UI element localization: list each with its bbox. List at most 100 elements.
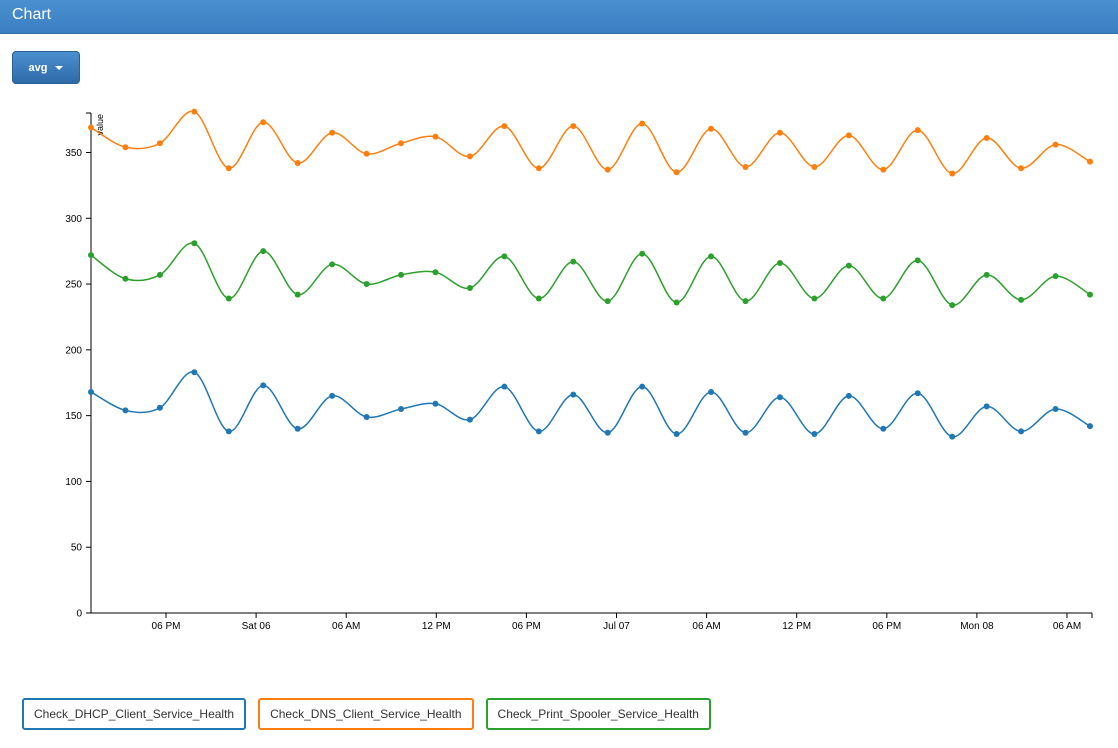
x-tick-label: 06 PM [872, 621, 901, 632]
data-point-spooler [673, 299, 680, 306]
data-point-spooler [1087, 291, 1093, 298]
data-point-spooler [880, 295, 887, 302]
data-point-dns [363, 150, 370, 157]
y-tick-label: 200 [65, 345, 82, 356]
legend-item-label: Check_DHCP_Client_Service_Health [34, 707, 235, 721]
data-point-spooler [191, 240, 198, 247]
data-point-spooler [811, 295, 818, 302]
data-point-dns [122, 144, 129, 151]
data-point-dns [191, 108, 198, 115]
data-point-dhcp [673, 431, 680, 438]
series-line-dns [90, 110, 1091, 175]
data-point-dns [811, 163, 818, 170]
x-tick-label: 06 PM [152, 621, 181, 632]
y-tick-label: 300 [65, 214, 82, 225]
data-point-spooler [1018, 296, 1025, 303]
legend: Check_DHCP_Client_Service_Health Check_D… [22, 698, 711, 730]
y-tick-label: 350 [65, 148, 82, 159]
data-point-dns [983, 135, 990, 141]
data-point-dns [742, 163, 749, 170]
data-point-dns [225, 165, 232, 172]
data-point-spooler [363, 281, 370, 288]
data-point-dhcp [294, 425, 301, 432]
y-tick-label: 50 [71, 543, 83, 554]
data-point-dhcp [776, 394, 783, 401]
y-tick-label: 100 [65, 477, 82, 488]
data-point-dns [501, 123, 508, 130]
data-point-dns [880, 166, 887, 173]
data-point-dns [398, 140, 405, 147]
data-point-spooler [914, 257, 921, 264]
legend-item-label: Check_DNS_Client_Service_Health [270, 707, 462, 721]
x-tick-label: Jul 07 [603, 621, 630, 632]
data-point-dhcp [466, 416, 473, 423]
legend-item-dhcp[interactable]: Check_DHCP_Client_Service_Health [22, 698, 247, 730]
data-point-spooler [570, 258, 577, 265]
x-tick-label: 06 PM [512, 621, 541, 632]
data-point-dhcp [914, 390, 921, 397]
data-point-dns [845, 132, 852, 139]
data-point-spooler [122, 275, 129, 282]
data-point-dhcp [88, 388, 94, 395]
data-point-dhcp [708, 388, 715, 395]
x-tick-label: Sat 06 [242, 621, 271, 632]
data-point-dhcp [570, 391, 577, 398]
data-point-dns [914, 127, 921, 134]
data-point-dns [1018, 165, 1025, 172]
data-point-spooler [88, 252, 94, 259]
data-point-dns [570, 123, 577, 130]
data-point-dns [673, 169, 680, 176]
data-point-dns [535, 165, 542, 172]
y-tick-label: 250 [65, 280, 82, 291]
aggregate-dropdown-button[interactable]: avg [12, 51, 80, 84]
data-point-dns [604, 166, 611, 173]
data-point-dhcp [949, 433, 956, 440]
data-point-dhcp [432, 400, 439, 407]
data-point-spooler [294, 291, 301, 298]
data-point-spooler [639, 250, 646, 257]
y-tick-label: 150 [65, 411, 82, 422]
data-point-spooler [742, 298, 749, 305]
header-bar: Chart [0, 0, 1118, 34]
x-tick-label: 06 AM [332, 621, 360, 632]
data-point-dhcp [880, 425, 887, 432]
x-tick-label: 12 PM [782, 621, 811, 632]
data-point-dns [708, 125, 715, 132]
x-tick-label: Mon 08 [960, 621, 994, 632]
data-point-spooler [708, 253, 715, 260]
data-point-dhcp [1087, 423, 1093, 430]
data-point-dhcp [191, 369, 198, 376]
data-point-spooler [398, 271, 405, 278]
legend-item-spooler[interactable]: Check_Print_Spooler_Service_Health [485, 698, 711, 730]
series-line-spooler [90, 242, 1091, 306]
page-title: Chart [12, 6, 52, 23]
data-point-dns [466, 153, 473, 160]
data-point-dhcp [225, 428, 232, 435]
data-point-dns [260, 119, 267, 126]
legend-item-label: Check_Print_Spooler_Service_Health [497, 707, 699, 721]
data-point-dhcp [363, 413, 370, 420]
data-point-dhcp [1018, 428, 1025, 435]
data-point-dhcp [604, 429, 611, 436]
caret-down-icon [55, 65, 64, 70]
data-point-dhcp [845, 392, 852, 399]
data-point-dhcp [122, 407, 129, 414]
data-point-dhcp [501, 383, 508, 390]
data-point-dns [776, 129, 783, 136]
data-point-dhcp [329, 392, 336, 399]
aggregate-dropdown-label: avg [28, 61, 48, 74]
data-point-spooler [776, 260, 783, 266]
data-point-dns [949, 170, 956, 177]
data-point-dns [1087, 158, 1093, 165]
data-point-spooler [845, 262, 852, 269]
legend-item-dns[interactable]: Check_DNS_Client_Service_Health [258, 698, 474, 730]
data-point-spooler [949, 302, 956, 309]
x-tick-label: 06 AM [692, 621, 720, 632]
data-point-dhcp [260, 382, 267, 389]
data-point-spooler [1052, 273, 1059, 280]
data-point-dns [432, 133, 439, 140]
series-line-dhcp [90, 371, 1091, 438]
data-point-dns [88, 124, 94, 131]
data-point-dhcp [639, 383, 646, 390]
data-point-dhcp [811, 431, 818, 438]
